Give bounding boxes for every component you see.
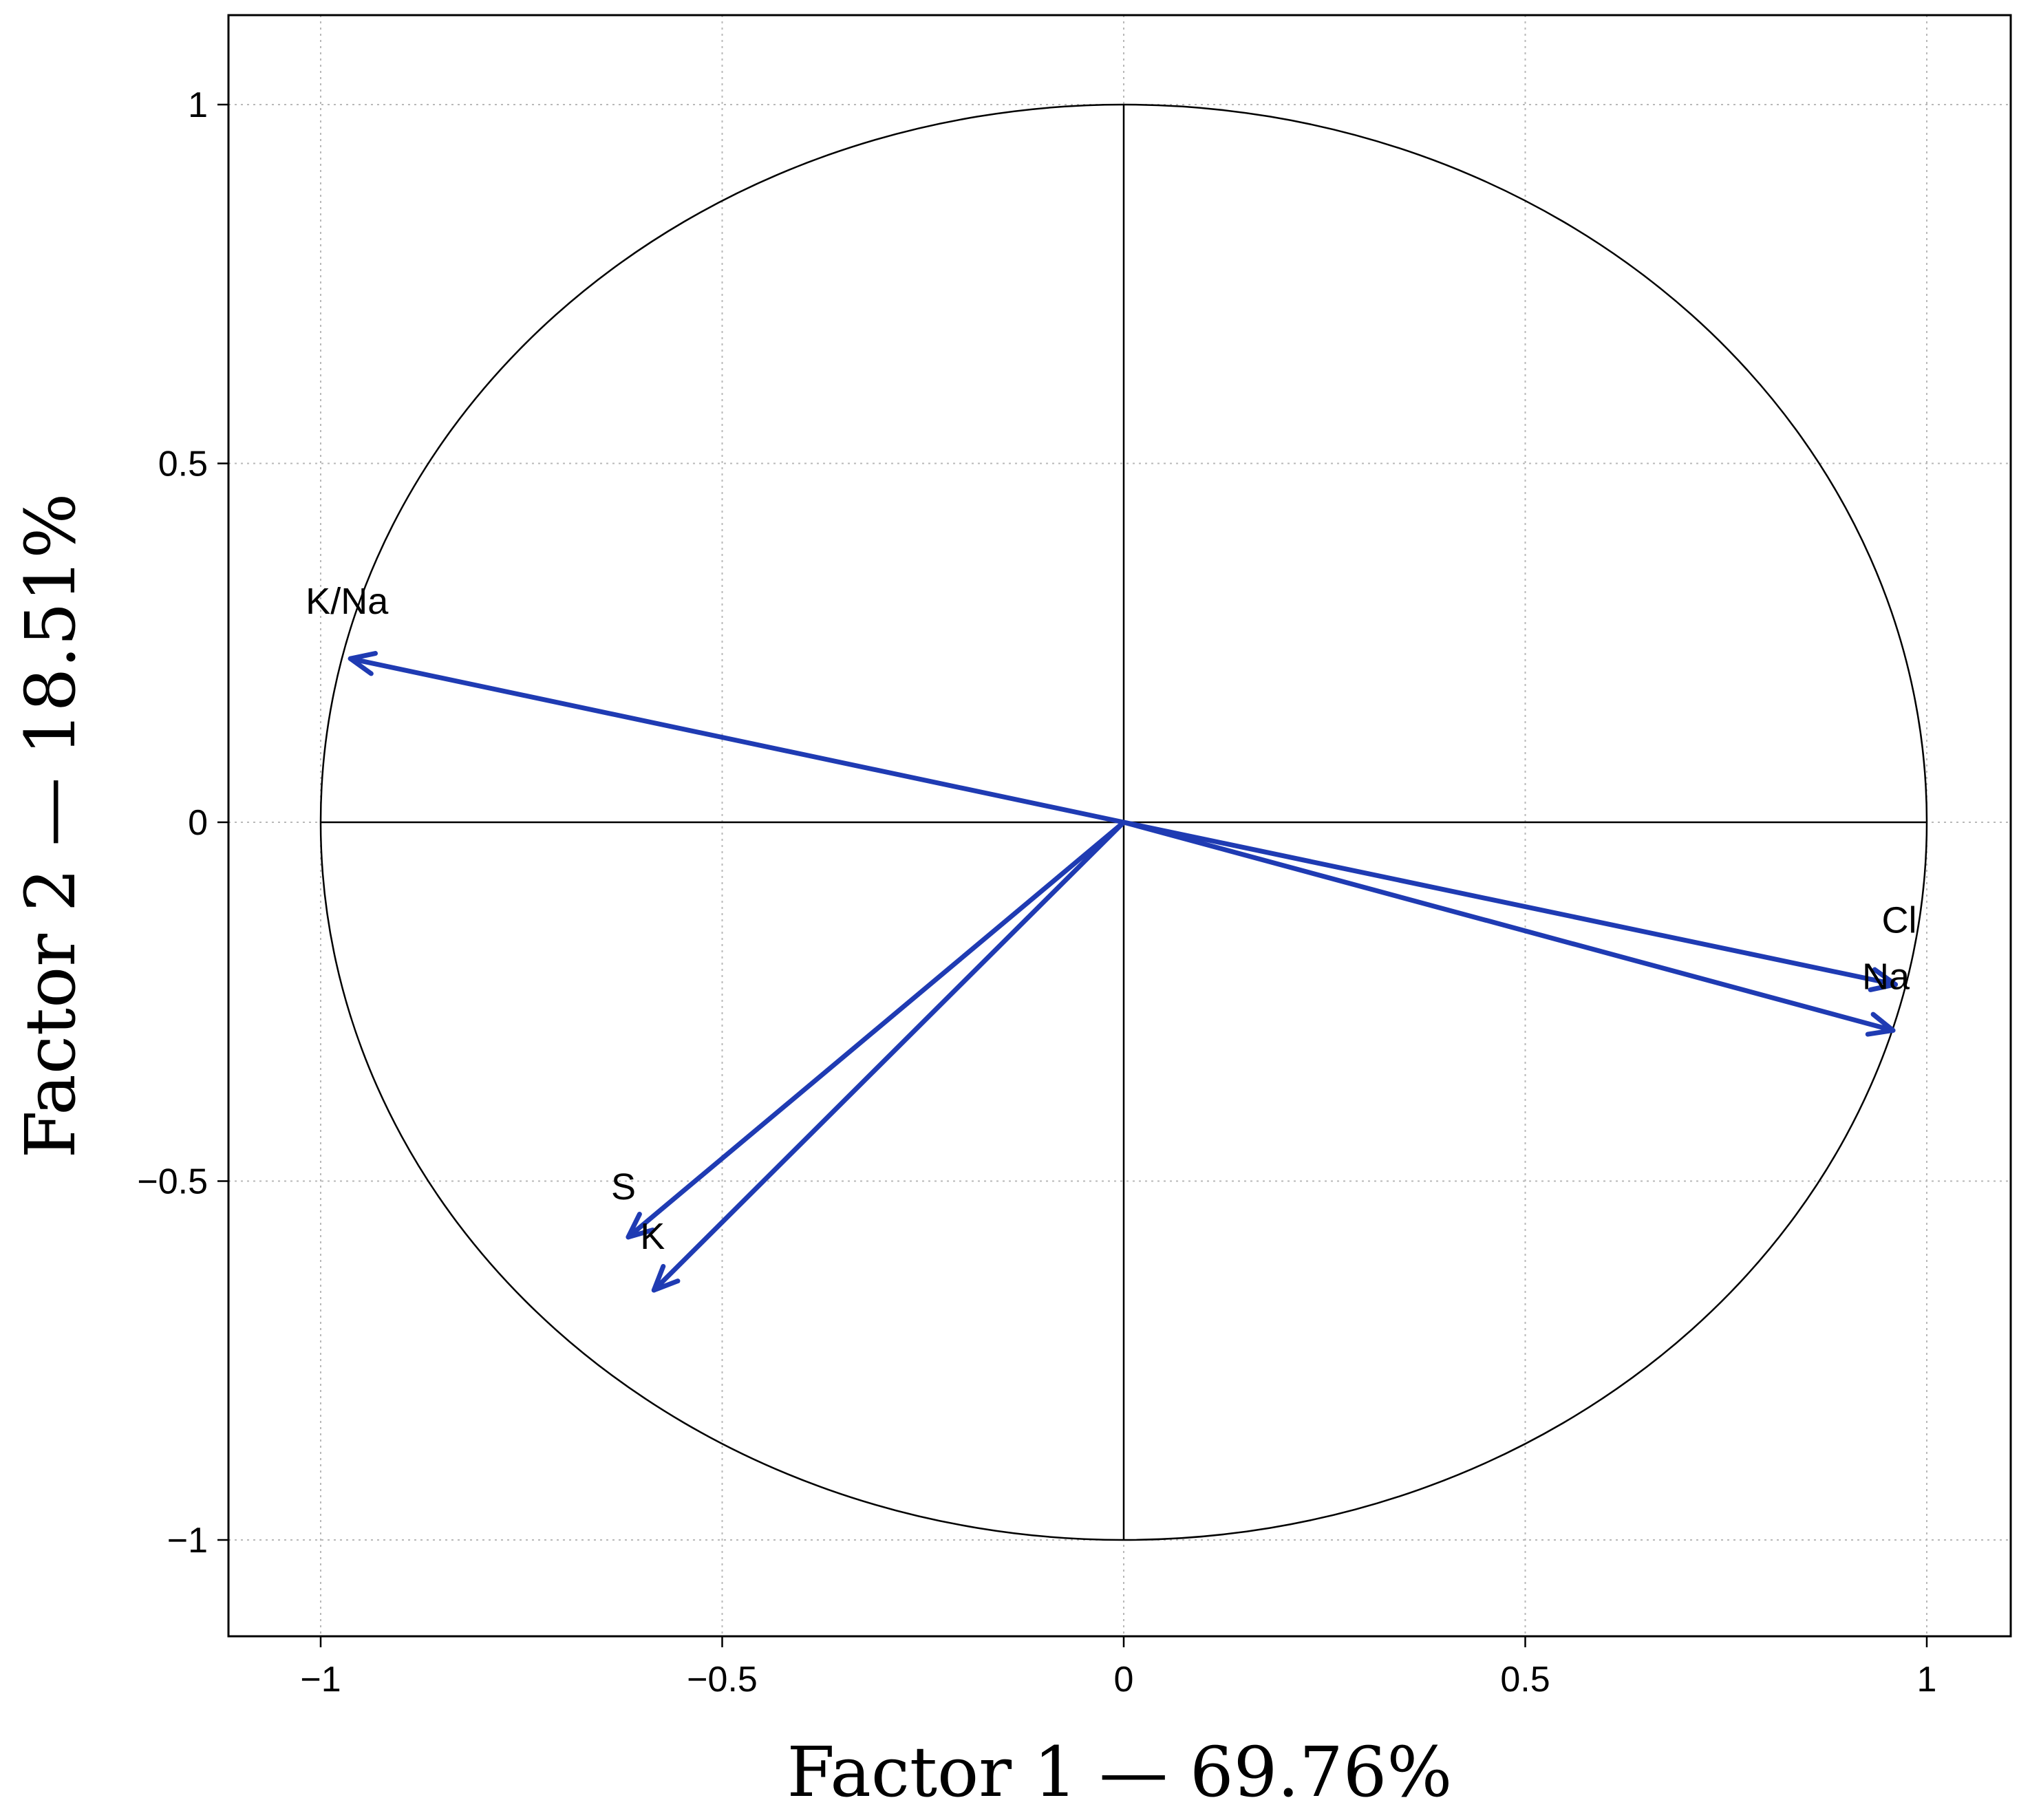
vector-k [651, 820, 1126, 1293]
y-tick-label: −1 [167, 1521, 208, 1561]
vector-k-na [348, 656, 1126, 825]
arrowhead-na [1865, 1011, 1896, 1037]
y-tick-label: −0.5 [137, 1162, 208, 1202]
x-axis-title: Factor 1 — 69.76% [787, 1732, 1453, 1812]
unit-circle [319, 103, 1928, 1541]
arrowhead-k [651, 1263, 681, 1293]
y-tick-label: 0 [188, 803, 208, 843]
y-tick-label: 1 [188, 85, 208, 125]
y-axis-title: Factor 2 — 18.51% [10, 493, 91, 1159]
vector-na [1121, 820, 1896, 1033]
x-tick-label: −1 [300, 1660, 341, 1700]
arrowhead-k-na [348, 651, 378, 676]
plot-frame [227, 14, 2012, 1638]
vector-labels: K/Na Cl Na SK [306, 581, 1916, 1257]
x-tick-label: 1 [1917, 1660, 1937, 1700]
x-tick-label: 0.5 [1500, 1660, 1550, 1700]
label-na: Na [1862, 956, 1910, 997]
arrowhead-cl [1868, 967, 1898, 992]
label-k-na: K/Na [306, 581, 389, 622]
vector-cl [1121, 820, 1898, 987]
label-k: K [640, 1216, 665, 1257]
arrowhead-s [626, 1212, 656, 1240]
x-tick-label: 0 [1114, 1660, 1134, 1700]
label-cl: Cl [1881, 900, 1916, 941]
loading-vectors [348, 651, 1898, 1293]
y-tick-label: 0.5 [158, 445, 208, 484]
label-s: S [611, 1166, 636, 1208]
axis-ticks: −1 −0.5 0 0.5 1 −1 −0.5 0 0.5 1 [137, 85, 1936, 1700]
vector-s [626, 820, 1126, 1240]
x-tick-label: −0.5 [687, 1660, 758, 1700]
